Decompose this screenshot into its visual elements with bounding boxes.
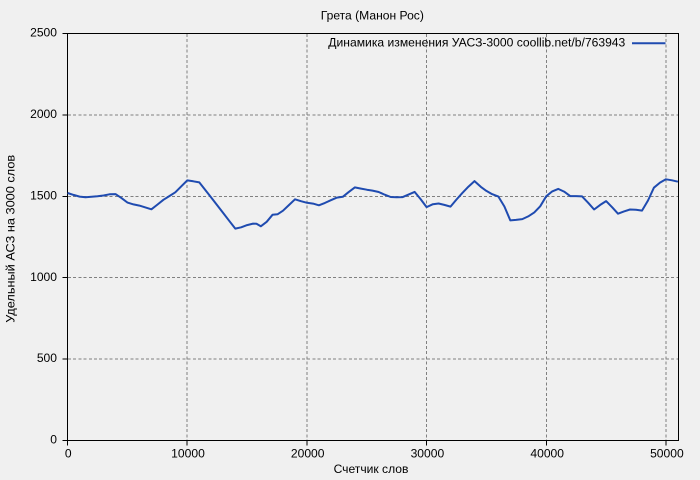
svg-text:Динамика изменения УАСЗ-3000 c: Динамика изменения УАСЗ-3000 coollib.net… [328, 35, 625, 49]
svg-text:30000: 30000 [411, 447, 445, 461]
svg-text:40000: 40000 [530, 447, 564, 461]
svg-text:20000: 20000 [291, 447, 325, 461]
svg-text:2000: 2000 [30, 107, 57, 121]
svg-text:50000: 50000 [650, 447, 684, 461]
svg-text:1000: 1000 [30, 270, 57, 284]
svg-text:2500: 2500 [30, 26, 57, 40]
svg-text:Удельный АСЗ на 3000 слов: Удельный АСЗ на 3000 слов [4, 155, 18, 323]
svg-text:Грета (Манон Рос): Грета (Манон Рос) [321, 9, 424, 23]
svg-text:0: 0 [50, 433, 57, 447]
svg-text:1500: 1500 [30, 188, 57, 202]
svg-text:10000: 10000 [171, 447, 205, 461]
svg-text:0: 0 [65, 447, 72, 461]
svg-text:Счетчик слов: Счетчик слов [334, 462, 409, 476]
svg-text:500: 500 [37, 351, 57, 365]
